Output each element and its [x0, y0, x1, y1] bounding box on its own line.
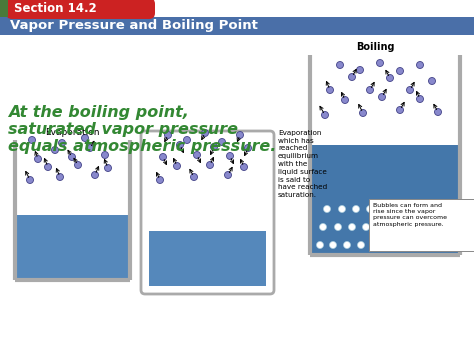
Circle shape: [176, 142, 183, 148]
Circle shape: [58, 140, 65, 147]
Circle shape: [386, 75, 393, 82]
Circle shape: [348, 224, 356, 230]
Circle shape: [338, 206, 346, 213]
Bar: [17, 215, 128, 280]
Text: Bubbles can form and
rise since the vapor
pressure can overcome
atmospheric pres: Bubbles can form and rise since the vapo…: [373, 203, 447, 226]
Circle shape: [366, 206, 374, 213]
Circle shape: [219, 138, 226, 146]
Bar: [149, 231, 266, 286]
Circle shape: [28, 137, 36, 143]
Circle shape: [341, 97, 348, 104]
Circle shape: [173, 163, 181, 169]
Circle shape: [201, 130, 209, 137]
Text: Boiling: Boiling: [356, 42, 394, 52]
Circle shape: [227, 153, 234, 159]
Circle shape: [52, 147, 58, 153]
Circle shape: [348, 73, 356, 81]
Circle shape: [237, 131, 244, 138]
Circle shape: [74, 162, 82, 169]
Circle shape: [399, 241, 405, 248]
Text: Evaporation
which has
reached
equilibrium
with the
liquid surface
is said to
hav: Evaporation which has reached equilibriu…: [278, 130, 327, 198]
FancyBboxPatch shape: [369, 199, 474, 251]
Text: Evaporation: Evaporation: [45, 128, 99, 137]
Circle shape: [104, 164, 111, 171]
Bar: [0, 0, 8, 17]
Circle shape: [86, 144, 93, 152]
Circle shape: [359, 109, 366, 116]
Circle shape: [396, 106, 403, 114]
Circle shape: [101, 152, 109, 158]
Circle shape: [344, 241, 350, 248]
Circle shape: [191, 174, 198, 180]
Circle shape: [91, 171, 99, 179]
Circle shape: [379, 93, 385, 100]
Circle shape: [225, 171, 231, 179]
Text: Vapor Pressure and Boiling Point: Vapor Pressure and Boiling Point: [10, 20, 258, 33]
Circle shape: [193, 152, 201, 158]
Circle shape: [407, 87, 413, 93]
Circle shape: [207, 162, 213, 169]
Circle shape: [164, 131, 172, 138]
Circle shape: [376, 60, 383, 66]
Text: equals atmospheric pressure.: equals atmospheric pressure.: [8, 139, 276, 154]
Circle shape: [82, 135, 89, 142]
Text: saturated vapor pressure: saturated vapor pressure: [8, 122, 238, 137]
Circle shape: [363, 224, 370, 230]
Bar: [312, 55, 458, 255]
Circle shape: [435, 109, 441, 115]
Circle shape: [321, 111, 328, 119]
Circle shape: [240, 164, 247, 170]
Circle shape: [317, 241, 323, 248]
Circle shape: [329, 241, 337, 248]
Circle shape: [156, 176, 164, 184]
Circle shape: [35, 155, 42, 163]
Circle shape: [390, 224, 396, 230]
Circle shape: [45, 164, 52, 170]
Circle shape: [384, 241, 392, 248]
Circle shape: [323, 206, 330, 213]
Circle shape: [159, 153, 166, 160]
Circle shape: [381, 206, 388, 213]
Circle shape: [425, 241, 431, 248]
Circle shape: [417, 95, 423, 103]
Circle shape: [27, 176, 34, 184]
Circle shape: [69, 153, 75, 160]
Circle shape: [375, 224, 383, 230]
Bar: [17, 140, 128, 280]
Circle shape: [422, 206, 429, 213]
Circle shape: [337, 61, 344, 69]
Circle shape: [411, 241, 419, 248]
Circle shape: [56, 174, 64, 180]
Text: At the boiling point,: At the boiling point,: [8, 105, 189, 120]
Text: Section 14.2: Section 14.2: [14, 2, 97, 15]
Circle shape: [245, 144, 252, 152]
Circle shape: [356, 66, 364, 73]
Circle shape: [335, 224, 341, 230]
Circle shape: [319, 224, 327, 230]
Circle shape: [396, 67, 403, 75]
Circle shape: [428, 77, 436, 84]
Circle shape: [371, 241, 377, 248]
Bar: [0, 17, 474, 35]
Circle shape: [417, 61, 423, 69]
Circle shape: [409, 206, 416, 213]
Circle shape: [353, 206, 359, 213]
Circle shape: [327, 87, 334, 93]
FancyBboxPatch shape: [6, 0, 155, 19]
Circle shape: [210, 143, 218, 151]
Circle shape: [394, 206, 401, 213]
FancyBboxPatch shape: [141, 131, 274, 294]
Circle shape: [366, 87, 374, 93]
Circle shape: [357, 241, 365, 248]
Bar: [312, 145, 458, 255]
Circle shape: [183, 137, 191, 143]
Circle shape: [403, 224, 410, 230]
Circle shape: [418, 224, 425, 230]
